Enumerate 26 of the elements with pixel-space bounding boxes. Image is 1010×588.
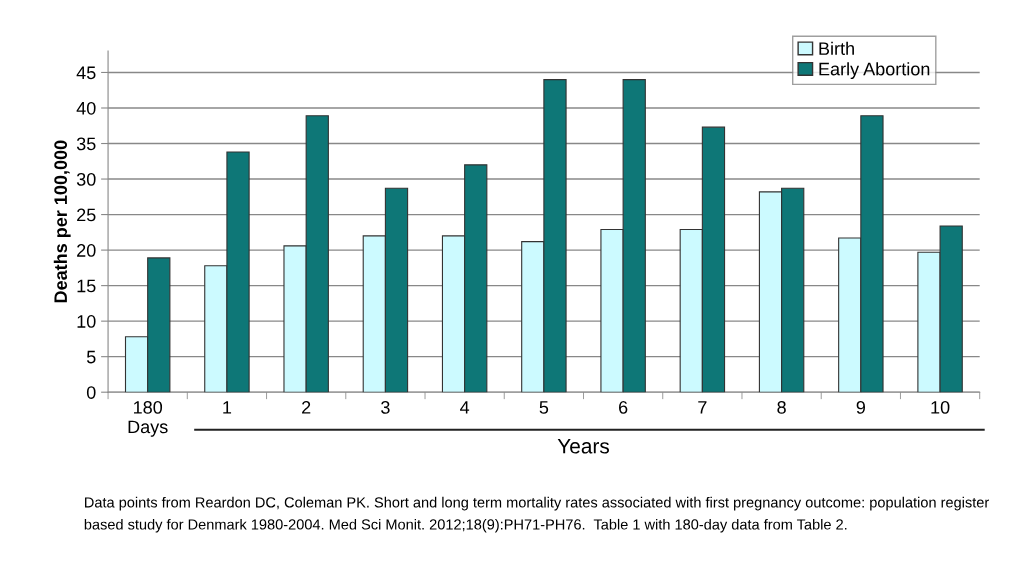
x-tick-label: 1 — [223, 401, 232, 414]
x-tick-label: 3 — [381, 401, 390, 414]
x-tick-label: 7 — [698, 401, 707, 414]
text: Data points from Reardon DC, Coleman PK. Short and long term mortality rates associated with first pregnancy outcome: population register based study for Denmark 1980-2004. Med Sci Monit. 2012;18(9):PH71-PH76. Table 1 with 180-day data from Table 2. — [84, 496, 989, 533]
y-tick-label: 40 — [76, 101, 96, 115]
x-tick-label: 8 — [777, 401, 786, 414]
y-tick-label: 20 — [77, 244, 96, 257]
legend-label: Early Abortion — [819, 62, 930, 79]
x-axis-title: Years — [557, 439, 610, 454]
x-tick-label: 4 — [460, 401, 470, 414]
y-tick-label: 25 — [77, 208, 96, 222]
y-tick-label: 15 — [77, 279, 96, 293]
y-tick-label: 45 — [76, 66, 96, 80]
x-tick-label: 2 — [302, 401, 311, 414]
y-tick-label: 30 — [76, 172, 96, 186]
x-tick-label: 9 — [856, 401, 866, 414]
y-tick-label: 5 — [86, 350, 96, 364]
y-tick-label: 35 — [76, 137, 96, 151]
x-tick-label: 180 Days — [128, 401, 168, 437]
x-tick-label: 6 — [619, 401, 628, 414]
x-tick-label: 5 — [539, 401, 549, 414]
y-axis-title: Deaths per 100,000 — [53, 140, 71, 303]
legend-label: Birth — [819, 41, 854, 55]
y-tick-label: 0 — [86, 386, 96, 399]
y-tick-label: 10 — [77, 315, 96, 328]
x-tick-label: 10 — [931, 401, 950, 414]
